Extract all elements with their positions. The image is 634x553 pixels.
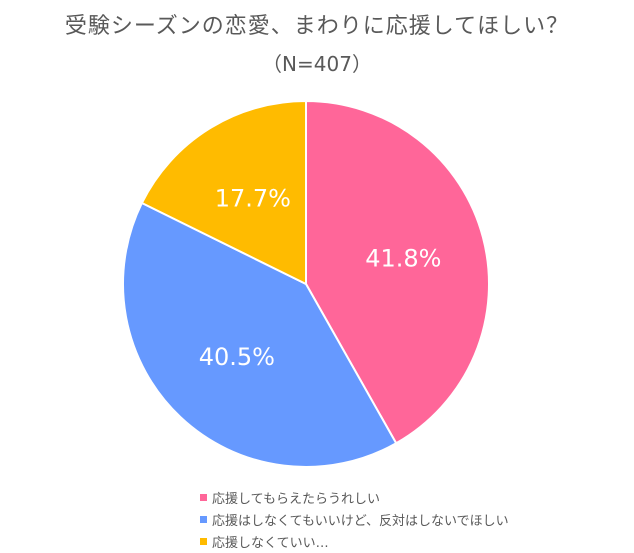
legend-swatch-icon xyxy=(200,515,207,523)
slice-percentage-label: 40.5% xyxy=(199,343,275,371)
legend-item: 応援してもらえたらうれしい xyxy=(200,486,509,508)
slice-percentage-label: 17.7% xyxy=(215,185,291,213)
pie-slice xyxy=(305,99,490,445)
pie-slice xyxy=(140,99,307,286)
chart-title: 受験シーズンの恋愛、まわりに応援してほしい？ xyxy=(64,14,570,39)
legend-item: 応援しなくていい… xyxy=(200,530,509,552)
legend-label: 応援はしなくてもいいけど、反対はしないでほしい xyxy=(212,513,509,529)
legend: 応援してもらえたらうれしい 応援はしなくてもいいけど、反対はしないでほしい 応援… xyxy=(200,486,509,552)
legend-swatch-icon xyxy=(200,537,207,545)
legend-swatch-icon xyxy=(200,493,207,501)
slice-percentage-label: 41.8% xyxy=(365,244,441,272)
legend-label: 応援してもらえたらうれしい xyxy=(212,491,380,507)
legend-item: 応援はしなくてもいいけど、反対はしないでほしい xyxy=(200,508,509,530)
legend-label: 応援しなくていい… xyxy=(212,535,329,551)
pie-slice xyxy=(122,201,398,468)
chart-subtitle: （N=407） xyxy=(262,52,372,76)
